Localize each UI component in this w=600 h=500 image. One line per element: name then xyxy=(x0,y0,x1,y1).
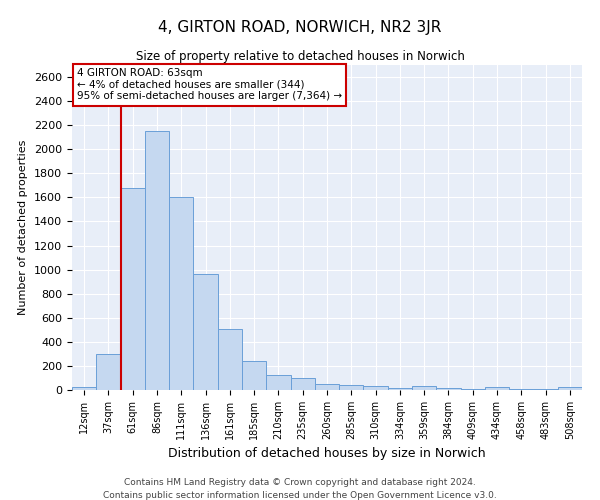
Bar xyxy=(339,384,364,390)
X-axis label: Distribution of detached houses by size in Norwich: Distribution of detached houses by size … xyxy=(168,448,486,460)
Bar xyxy=(436,388,461,390)
Bar xyxy=(242,361,266,390)
Text: 4 GIRTON ROAD: 63sqm
← 4% of detached houses are smaller (344)
95% of semi-detac: 4 GIRTON ROAD: 63sqm ← 4% of detached ho… xyxy=(77,68,342,102)
Text: Contains public sector information licensed under the Open Government Licence v3: Contains public sector information licen… xyxy=(103,490,497,500)
Bar xyxy=(218,329,242,390)
Bar xyxy=(485,387,509,390)
Text: Contains HM Land Registry data © Crown copyright and database right 2024.: Contains HM Land Registry data © Crown c… xyxy=(124,478,476,487)
Y-axis label: Number of detached properties: Number of detached properties xyxy=(19,140,28,315)
Text: Size of property relative to detached houses in Norwich: Size of property relative to detached ho… xyxy=(136,50,464,63)
Bar xyxy=(169,198,193,390)
Bar xyxy=(364,386,388,390)
Bar xyxy=(72,387,96,390)
Bar xyxy=(412,386,436,390)
Bar xyxy=(145,131,169,390)
Bar xyxy=(315,384,339,390)
Bar xyxy=(388,388,412,390)
Bar xyxy=(266,375,290,390)
Text: 4, GIRTON ROAD, NORWICH, NR2 3JR: 4, GIRTON ROAD, NORWICH, NR2 3JR xyxy=(158,20,442,35)
Bar xyxy=(96,354,121,390)
Bar xyxy=(121,188,145,390)
Bar xyxy=(193,274,218,390)
Bar xyxy=(558,387,582,390)
Bar xyxy=(290,378,315,390)
